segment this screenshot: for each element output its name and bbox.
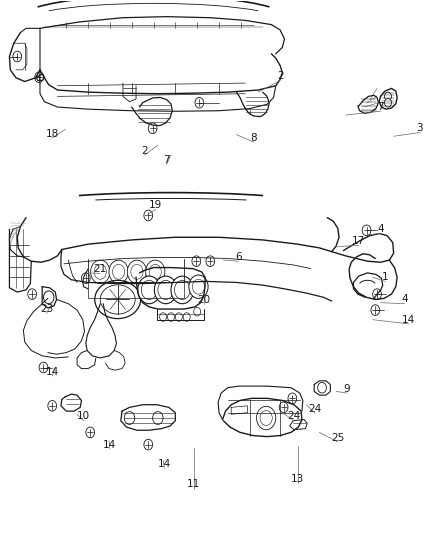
Text: 25: 25 — [331, 433, 344, 443]
Circle shape — [189, 275, 208, 298]
Text: 24: 24 — [308, 404, 321, 414]
Text: 11: 11 — [187, 480, 200, 489]
Circle shape — [159, 313, 166, 321]
Circle shape — [28, 289, 36, 300]
Text: 7: 7 — [377, 102, 384, 112]
Text: 2: 2 — [141, 146, 148, 156]
Text: 14: 14 — [402, 314, 416, 325]
Text: 4: 4 — [377, 224, 384, 235]
Circle shape — [127, 260, 147, 284]
Circle shape — [373, 289, 381, 300]
Text: 7: 7 — [163, 155, 170, 165]
Circle shape — [288, 393, 297, 403]
Text: 14: 14 — [103, 440, 117, 450]
Text: 21: 21 — [94, 264, 107, 274]
Circle shape — [131, 264, 143, 279]
Circle shape — [318, 382, 326, 393]
Circle shape — [362, 225, 371, 236]
Circle shape — [35, 72, 43, 83]
Text: 17: 17 — [352, 236, 365, 246]
Circle shape — [171, 276, 194, 304]
Circle shape — [183, 313, 190, 321]
Circle shape — [260, 410, 272, 425]
Circle shape — [144, 210, 152, 221]
Circle shape — [194, 308, 201, 316]
Circle shape — [158, 280, 173, 300]
Circle shape — [43, 291, 54, 304]
Circle shape — [167, 313, 174, 321]
Text: 13: 13 — [291, 474, 304, 484]
Circle shape — [192, 256, 201, 266]
Text: 24: 24 — [287, 411, 301, 422]
Circle shape — [152, 411, 163, 424]
Circle shape — [175, 313, 182, 321]
Circle shape — [144, 439, 152, 450]
Circle shape — [174, 280, 190, 300]
Circle shape — [146, 260, 165, 284]
Circle shape — [149, 264, 161, 279]
Circle shape — [94, 264, 106, 279]
Text: 23: 23 — [40, 304, 53, 314]
Text: 6: 6 — [235, 252, 242, 262]
Circle shape — [48, 400, 57, 411]
Circle shape — [13, 51, 21, 62]
Circle shape — [138, 276, 160, 304]
Text: 14: 14 — [158, 459, 171, 469]
Text: 8: 8 — [251, 133, 257, 143]
Circle shape — [257, 406, 276, 430]
Circle shape — [86, 427, 95, 438]
Circle shape — [109, 260, 128, 284]
Circle shape — [385, 92, 392, 101]
Text: 19: 19 — [149, 200, 162, 211]
Circle shape — [39, 362, 48, 373]
Circle shape — [192, 279, 205, 294]
Text: 10: 10 — [77, 411, 90, 422]
Text: 18: 18 — [46, 128, 59, 139]
Text: 9: 9 — [344, 384, 350, 394]
Circle shape — [154, 276, 177, 304]
Text: 4: 4 — [401, 294, 408, 304]
Circle shape — [113, 264, 125, 279]
Text: 3: 3 — [417, 123, 423, 133]
Circle shape — [206, 256, 215, 266]
Text: 20: 20 — [197, 295, 210, 305]
Text: 14: 14 — [46, 367, 59, 377]
Circle shape — [385, 99, 392, 107]
Circle shape — [371, 305, 380, 316]
Circle shape — [81, 273, 90, 284]
Circle shape — [91, 260, 110, 284]
Circle shape — [124, 411, 135, 424]
Circle shape — [148, 123, 157, 134]
Circle shape — [279, 402, 288, 413]
Circle shape — [195, 98, 204, 108]
Text: 2: 2 — [277, 71, 283, 81]
Circle shape — [141, 280, 157, 300]
Text: 1: 1 — [381, 272, 388, 282]
